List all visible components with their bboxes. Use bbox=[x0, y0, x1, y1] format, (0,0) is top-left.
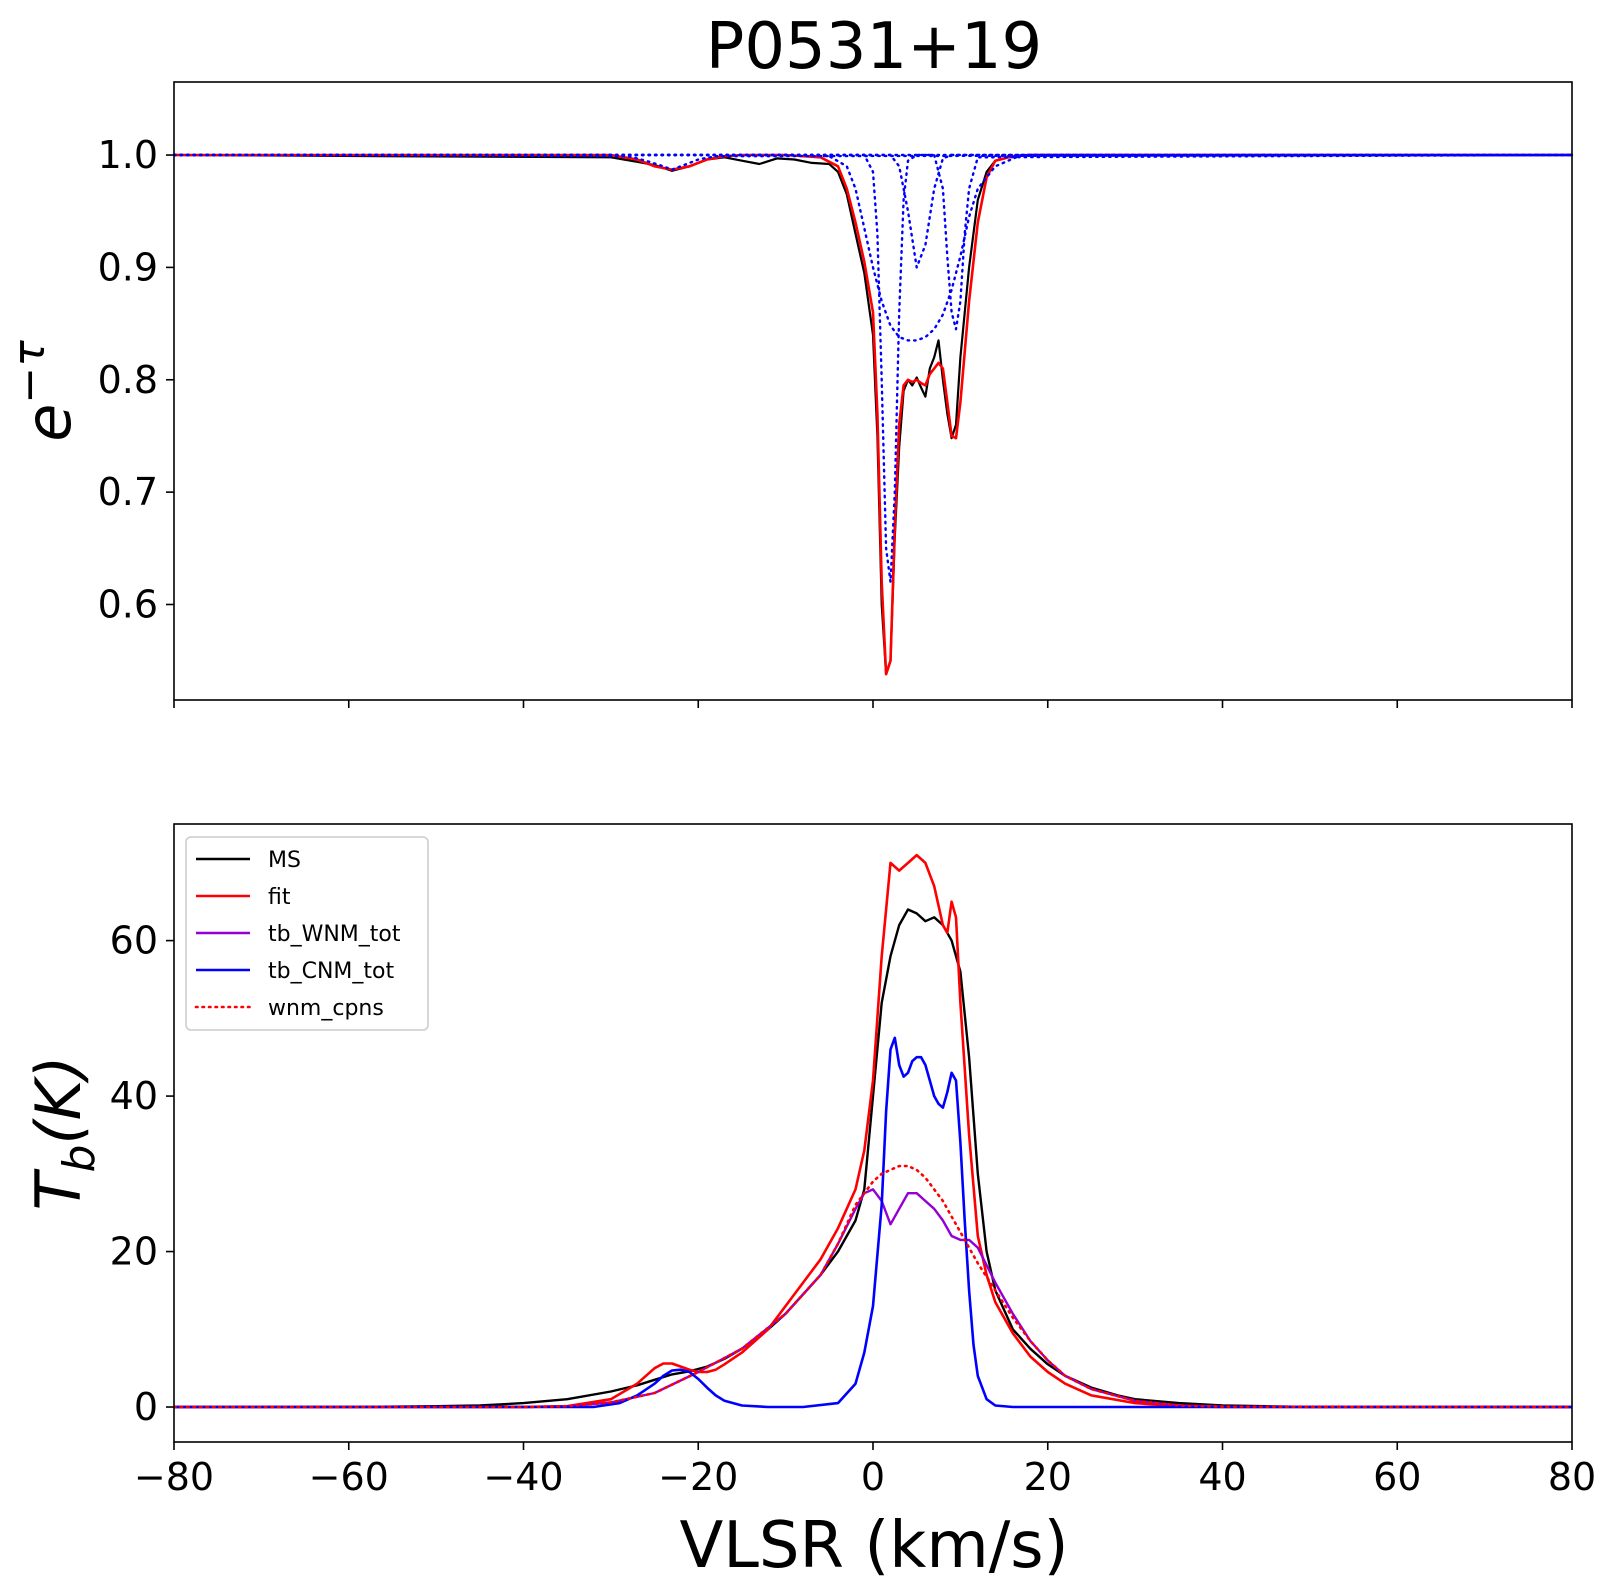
bottom-y-tick-label: 60 bbox=[110, 919, 158, 963]
legend-label-cnm: tb_CNM_tot bbox=[268, 959, 394, 984]
bottom-y-tick-label: 0 bbox=[134, 1385, 158, 1429]
bottom-y-tick-label: 40 bbox=[110, 1074, 158, 1118]
legend: MS fit tb_WNM_tot tb_CNM_tot wnm_cpns bbox=[185, 836, 429, 1031]
top-series-cpn5 bbox=[172, 153, 1574, 171]
top-y-axis-label: e−τ bbox=[4, 340, 85, 442]
bottom-series-fit bbox=[174, 853, 1572, 1409]
top-y-tick-label: 0.9 bbox=[98, 245, 158, 289]
top-series-fit bbox=[174, 153, 1572, 676]
top-series-cpn1 bbox=[172, 153, 1574, 342]
bottom-series-cnm bbox=[174, 1036, 1572, 1409]
bottom-x-tick-label: 60 bbox=[1373, 1455, 1421, 1499]
bottom-panel: −80 −60 −40 −20 0 20 40 60 80 0 20 40 60 Tb(K) VLSR … bbox=[22, 823, 1597, 1583]
bottom-x-tick-label: 80 bbox=[1548, 1455, 1596, 1499]
top-series-cpn4 bbox=[172, 153, 1574, 331]
bottom-series-layer bbox=[172, 853, 1574, 1409]
bottom-x-tick-label: −60 bbox=[309, 1455, 389, 1499]
bottom-x-tick-label: 40 bbox=[1198, 1455, 1246, 1499]
bottom-ticks: −80 −60 −40 −20 0 20 40 60 80 0 20 40 60 bbox=[110, 919, 1597, 1499]
legend-label-fit: fit bbox=[268, 885, 291, 910]
bottom-y-axis-label: Tb(K) bbox=[22, 1056, 105, 1211]
bottom-y-tick-label: 20 bbox=[110, 1230, 158, 1274]
top-series-cpn2 bbox=[172, 153, 1574, 584]
legend-label-ms: MS bbox=[268, 848, 301, 873]
top-y-tick-label: 1.0 bbox=[98, 133, 158, 177]
chart-title: P0531+19 bbox=[706, 10, 1043, 84]
top-ticks: 0.6 0.7 0.8 0.9 1.0 bbox=[98, 133, 1573, 708]
bottom-x-tick-label: −80 bbox=[134, 1455, 214, 1499]
bottom-x-tick-label: −40 bbox=[483, 1455, 563, 1499]
x-axis-label: VLSR (km/s) bbox=[679, 1509, 1068, 1583]
top-series-cpn3 bbox=[172, 153, 1574, 269]
top-series-obs bbox=[173, 153, 1572, 676]
top-series-layer bbox=[172, 153, 1574, 676]
legend-frame bbox=[185, 836, 429, 1031]
bottom-series-ms bbox=[174, 908, 1572, 1409]
bottom-series-wnmc bbox=[172, 1164, 1574, 1409]
bottom-x-tick-label: 20 bbox=[1024, 1455, 1072, 1499]
legend-label-wnm: tb_WNM_tot bbox=[268, 922, 401, 947]
top-y-tick-label: 0.7 bbox=[98, 470, 158, 514]
bottom-x-tick-label: −20 bbox=[658, 1455, 738, 1499]
top-y-tick-label: 0.8 bbox=[98, 358, 158, 402]
top-panel: 0.6 0.7 0.8 0.9 1.0 e−τ bbox=[4, 81, 1574, 708]
legend-label-wnmc: wnm_cpns bbox=[268, 996, 384, 1021]
top-y-tick-label: 0.6 bbox=[98, 582, 158, 626]
top-axes-frame bbox=[173, 81, 1573, 701]
bottom-x-tick-label: 0 bbox=[861, 1455, 885, 1499]
